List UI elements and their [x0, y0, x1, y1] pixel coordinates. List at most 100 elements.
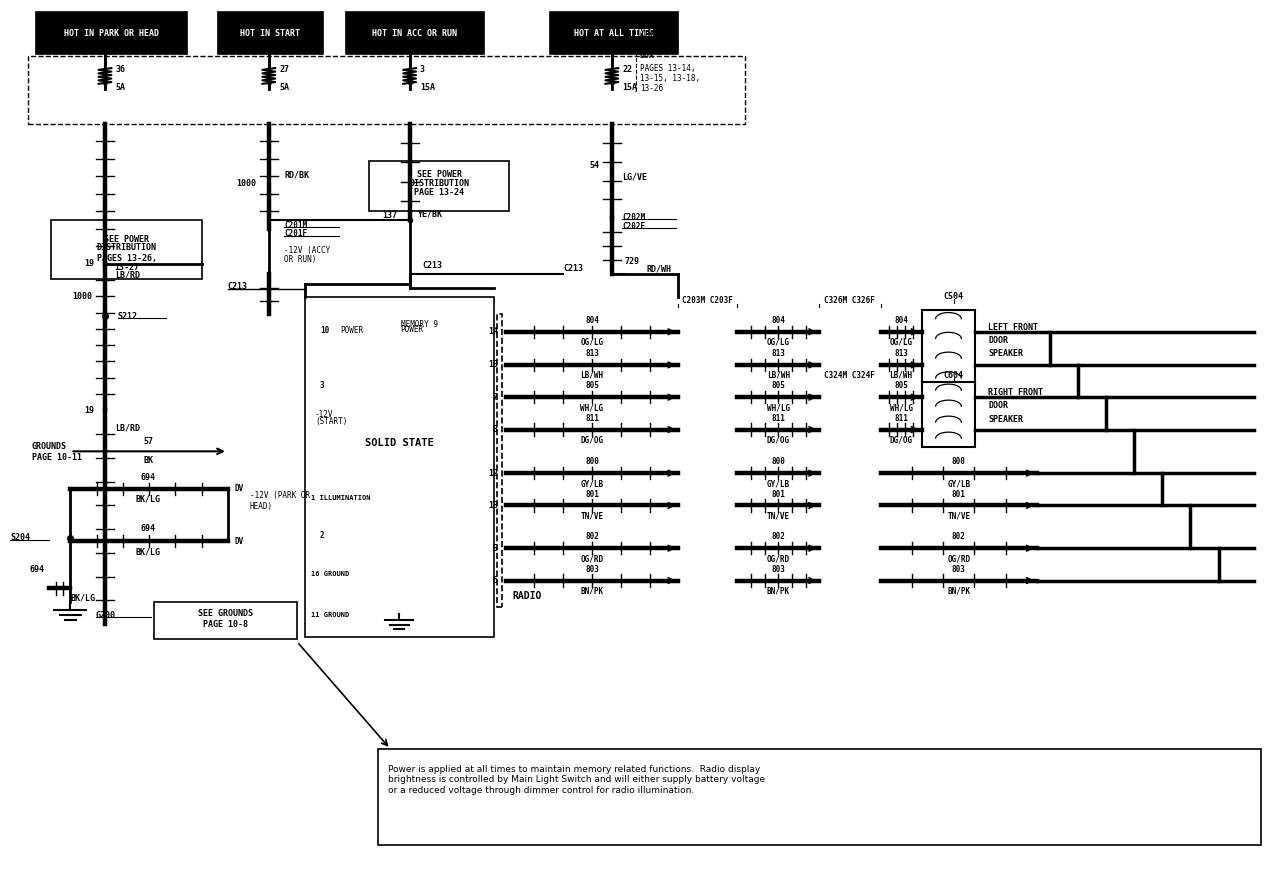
Text: C324M C324F: C324M C324F — [824, 371, 876, 380]
Text: DV: DV — [234, 537, 243, 546]
Text: DV: DV — [234, 485, 243, 493]
Text: BK/LG: BK/LG — [136, 547, 161, 556]
Text: 813: 813 — [895, 349, 908, 358]
Text: LB/RD: LB/RD — [115, 271, 141, 279]
Text: 3: 3 — [320, 381, 325, 390]
Text: 13-27: 13-27 — [114, 263, 140, 272]
Text: 1 ILLUMINATION: 1 ILLUMINATION — [311, 495, 370, 501]
Text: 15A: 15A — [420, 83, 435, 92]
Text: 13-26: 13-26 — [640, 84, 663, 93]
Text: 57: 57 — [143, 437, 154, 446]
Text: WH/LG: WH/LG — [580, 403, 604, 412]
Text: SOLID STATE: SOLID STATE — [365, 438, 434, 448]
Text: 811: 811 — [772, 414, 785, 423]
Text: 1000: 1000 — [72, 292, 92, 301]
Text: GY/LB: GY/LB — [767, 479, 790, 488]
Text: C203M C203F: C203M C203F — [682, 296, 733, 305]
Text: OG/RD: OG/RD — [580, 554, 604, 563]
Text: 803: 803 — [585, 565, 599, 574]
Text: 1000: 1000 — [236, 179, 256, 188]
Text: GY/LB: GY/LB — [947, 479, 970, 488]
Text: LB/RD: LB/RD — [115, 423, 141, 432]
Text: C201M: C201M — [284, 221, 307, 230]
Text: OG/RD: OG/RD — [947, 554, 970, 563]
Text: C504: C504 — [943, 292, 964, 301]
Text: 27: 27 — [279, 65, 289, 74]
Text: LB/WH: LB/WH — [890, 371, 913, 380]
Bar — [36, 12, 187, 54]
Text: -12V (ACCY: -12V (ACCY — [284, 246, 330, 255]
Text: 800: 800 — [952, 457, 965, 466]
Text: 3: 3 — [420, 65, 425, 74]
Text: 5A: 5A — [115, 83, 125, 92]
Text: PAGES 13-14,: PAGES 13-14, — [640, 65, 695, 73]
Text: LG/VE: LG/VE — [622, 173, 648, 182]
Text: GROUNDS: GROUNDS — [32, 443, 67, 451]
Text: C213: C213 — [228, 282, 248, 291]
Text: PAGES 13-26,: PAGES 13-26, — [97, 254, 156, 263]
Bar — [218, 12, 323, 54]
Text: HEAD): HEAD) — [250, 502, 273, 511]
Text: 804: 804 — [895, 316, 908, 325]
Text: WH/LG: WH/LG — [767, 403, 790, 412]
Text: 12: 12 — [488, 469, 498, 478]
Bar — [550, 12, 678, 54]
Text: DISTRIBUTION: DISTRIBUTION — [97, 244, 156, 252]
Text: SEE GROUNDS: SEE GROUNDS — [198, 609, 252, 618]
Bar — [369, 161, 509, 211]
Text: C213: C213 — [422, 261, 443, 270]
Text: RD/BK: RD/BK — [284, 170, 310, 179]
Text: 137: 137 — [381, 211, 397, 220]
Bar — [346, 12, 484, 54]
Text: LB/WH: LB/WH — [767, 371, 790, 380]
Text: TN/VE: TN/VE — [947, 512, 970, 520]
Text: S204: S204 — [10, 533, 31, 542]
Text: 19: 19 — [84, 259, 95, 268]
Text: 8: 8 — [493, 425, 498, 434]
Text: HOT IN ACC OR RUN: HOT IN ACC OR RUN — [372, 29, 457, 38]
Text: WH/LG: WH/LG — [890, 403, 913, 412]
Text: 6: 6 — [493, 576, 498, 585]
Text: YE/BK: YE/BK — [417, 210, 443, 218]
Text: 813: 813 — [585, 349, 599, 358]
Text: C604: C604 — [943, 371, 964, 380]
Text: SPEAKER: SPEAKER — [988, 349, 1023, 358]
Text: BK/LG: BK/LG — [70, 594, 96, 602]
Text: -12V (PARK OR: -12V (PARK OR — [250, 491, 310, 500]
Text: S212: S212 — [118, 312, 138, 320]
Text: HOT IN START: HOT IN START — [241, 29, 300, 38]
Text: BOX: BOX — [640, 52, 655, 60]
Bar — [922, 382, 975, 447]
Text: 11 GROUND: 11 GROUND — [311, 612, 349, 618]
Text: 800: 800 — [772, 457, 785, 466]
Text: 801: 801 — [772, 490, 785, 498]
Text: BK/LG: BK/LG — [136, 495, 161, 504]
Text: 7: 7 — [493, 393, 498, 402]
Text: 804: 804 — [772, 316, 785, 325]
Text: TN/VE: TN/VE — [767, 512, 790, 520]
Text: SEE POWER: SEE POWER — [416, 170, 462, 179]
Text: DG/OG: DG/OG — [767, 436, 790, 444]
Text: OR RUN): OR RUN) — [284, 255, 316, 264]
Text: (START): (START) — [315, 416, 347, 426]
Bar — [497, 314, 502, 607]
Text: BN/PK: BN/PK — [767, 587, 790, 595]
Text: OG/LG: OG/LG — [767, 338, 790, 347]
Text: TN/VE: TN/VE — [580, 512, 604, 520]
Text: 729: 729 — [625, 258, 640, 266]
Text: HOT IN PARK OR HEAD: HOT IN PARK OR HEAD — [64, 29, 159, 38]
Bar — [154, 602, 297, 639]
Text: OG/LG: OG/LG — [890, 338, 913, 347]
Text: 22: 22 — [622, 65, 632, 74]
Text: RD/WH: RD/WH — [646, 265, 672, 273]
Text: 10: 10 — [320, 327, 329, 335]
Text: 802: 802 — [952, 533, 965, 541]
Text: C326M C326F: C326M C326F — [824, 296, 876, 305]
Text: SEE POWER: SEE POWER — [104, 235, 150, 244]
Text: 805: 805 — [772, 382, 785, 390]
Text: 803: 803 — [952, 565, 965, 574]
Text: 802: 802 — [772, 533, 785, 541]
Text: 15A: 15A — [622, 83, 637, 92]
Text: 802: 802 — [585, 533, 599, 541]
Text: 19: 19 — [84, 406, 95, 415]
